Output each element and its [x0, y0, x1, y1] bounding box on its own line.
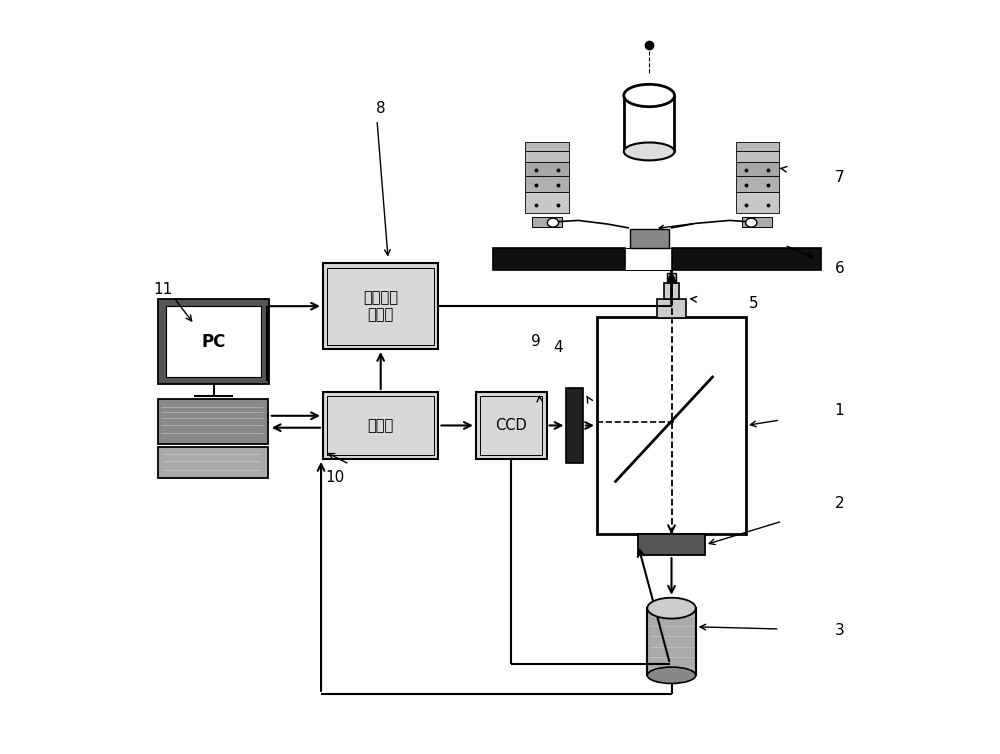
FancyBboxPatch shape: [742, 216, 772, 227]
Text: 9: 9: [531, 334, 541, 348]
Text: 压电陶瓷
控制器: 压电陶瓷 控制器: [363, 290, 398, 323]
FancyBboxPatch shape: [736, 176, 779, 192]
FancyBboxPatch shape: [166, 306, 261, 377]
Ellipse shape: [746, 218, 757, 227]
Ellipse shape: [624, 84, 674, 107]
Text: 10: 10: [325, 470, 344, 485]
Text: 触发器: 触发器: [368, 418, 394, 433]
Text: 2: 2: [834, 496, 844, 511]
Ellipse shape: [647, 598, 696, 618]
FancyBboxPatch shape: [736, 151, 779, 162]
FancyBboxPatch shape: [525, 142, 569, 151]
FancyBboxPatch shape: [624, 96, 674, 152]
Text: 11: 11: [153, 281, 173, 296]
FancyBboxPatch shape: [525, 192, 569, 213]
FancyBboxPatch shape: [566, 388, 583, 463]
FancyBboxPatch shape: [638, 535, 705, 555]
Text: 5: 5: [749, 296, 758, 311]
FancyBboxPatch shape: [323, 263, 438, 349]
Text: 4: 4: [553, 339, 563, 354]
Text: 3: 3: [834, 623, 844, 638]
FancyBboxPatch shape: [664, 283, 679, 299]
FancyBboxPatch shape: [323, 392, 438, 459]
Ellipse shape: [624, 143, 674, 161]
FancyBboxPatch shape: [672, 248, 821, 271]
FancyBboxPatch shape: [525, 162, 569, 176]
FancyBboxPatch shape: [667, 274, 676, 282]
Ellipse shape: [547, 218, 559, 227]
FancyBboxPatch shape: [158, 400, 268, 444]
Ellipse shape: [647, 667, 696, 683]
FancyBboxPatch shape: [630, 228, 669, 248]
FancyBboxPatch shape: [647, 608, 696, 676]
FancyBboxPatch shape: [532, 216, 562, 227]
Text: 8: 8: [376, 101, 386, 116]
FancyBboxPatch shape: [493, 248, 625, 271]
FancyBboxPatch shape: [736, 192, 779, 213]
FancyBboxPatch shape: [597, 317, 746, 534]
FancyBboxPatch shape: [525, 176, 569, 192]
FancyBboxPatch shape: [158, 447, 268, 478]
Text: 6: 6: [834, 262, 844, 277]
Text: 7: 7: [834, 170, 844, 185]
FancyBboxPatch shape: [158, 299, 269, 385]
FancyBboxPatch shape: [736, 162, 779, 176]
FancyBboxPatch shape: [525, 151, 569, 162]
FancyBboxPatch shape: [736, 142, 779, 151]
Text: PC: PC: [201, 333, 226, 351]
FancyBboxPatch shape: [657, 299, 686, 317]
FancyBboxPatch shape: [476, 392, 547, 459]
Text: CCD: CCD: [495, 418, 527, 433]
Text: 1: 1: [834, 403, 844, 418]
